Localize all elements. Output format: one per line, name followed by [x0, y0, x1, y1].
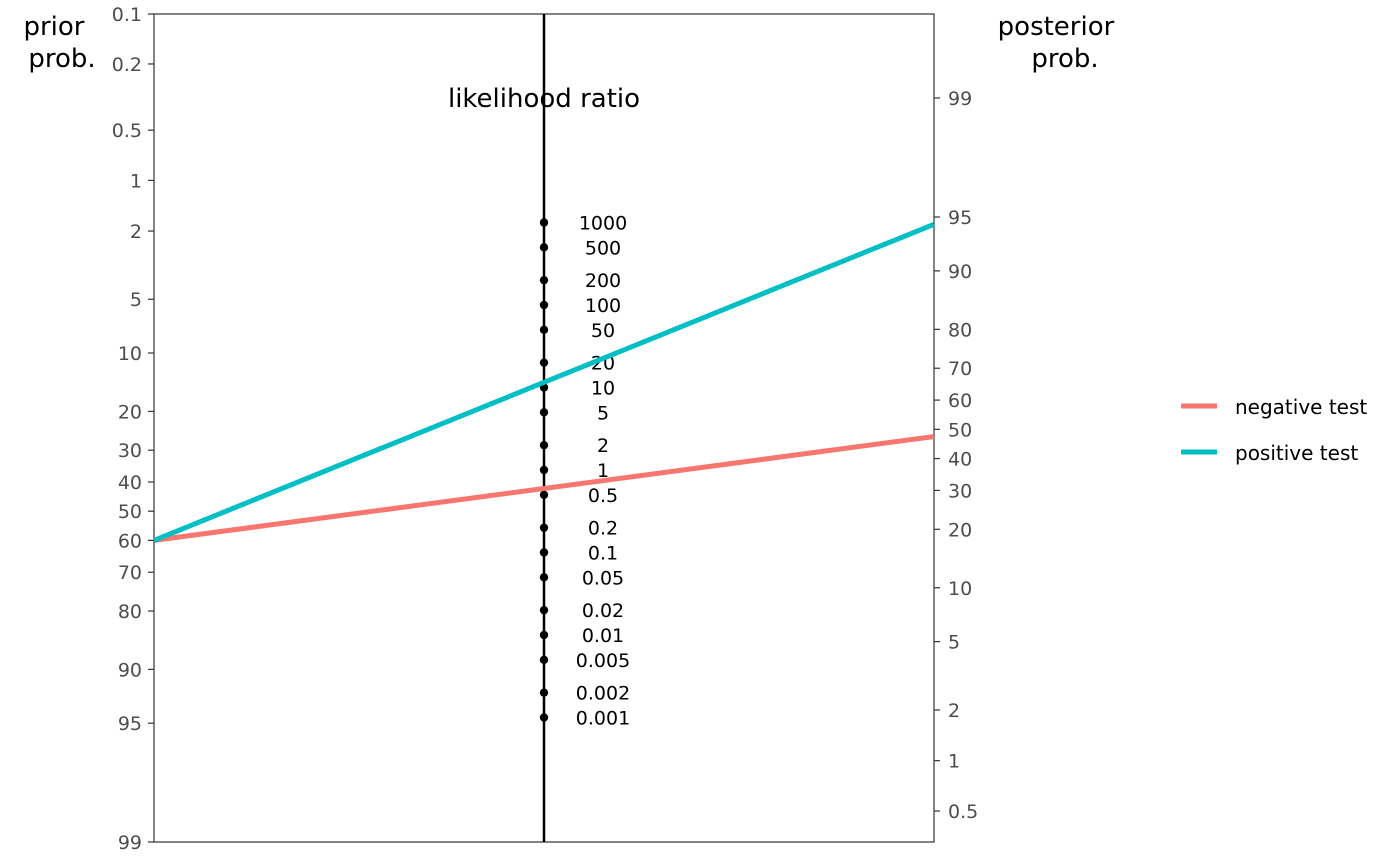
right-tick-label-20: 20 — [948, 519, 972, 541]
left-tick-label-5: 5 — [130, 289, 142, 311]
left-axis-title-line2: prob. — [28, 44, 95, 74]
lr-label-0p02: 0.02 — [582, 600, 624, 622]
right-tick-label-5: 5 — [948, 632, 960, 654]
left-tick-label-60: 60 — [118, 530, 142, 552]
likelihood-ratio-axis: 10005002001005020105210.50.20.10.050.020… — [539, 213, 630, 730]
left-tick-label-2: 2 — [130, 221, 142, 243]
left-tick-label-95: 95 — [118, 713, 142, 735]
lr-label-0p1: 0.1 — [588, 543, 618, 565]
lr-point-5 — [539, 408, 549, 417]
lr-point-500 — [539, 243, 549, 252]
right-tick-label-60: 60 — [948, 390, 972, 412]
right-tick-label-90: 90 — [948, 261, 972, 283]
series-lines — [153, 221, 935, 543]
lr-label-50: 50 — [591, 320, 615, 342]
right-tick-label-99: 99 — [948, 88, 972, 110]
right-tick-label-2: 2 — [948, 700, 960, 722]
lr-label-100: 100 — [585, 295, 621, 317]
lr-point-0p02 — [539, 605, 549, 615]
series-line-negative-test — [153, 434, 935, 543]
left-tick-label-40: 40 — [118, 472, 142, 494]
lr-label-0p2: 0.2 — [588, 518, 618, 540]
lr-point-0p1 — [539, 548, 549, 557]
right-tick-label-40: 40 — [948, 449, 972, 471]
lr-point-50 — [539, 325, 549, 335]
left-axis-title-line1: prior — [23, 12, 84, 42]
right-tick-label-1: 1 — [948, 751, 960, 773]
lr-label-0p05: 0.05 — [582, 567, 624, 589]
lr-point-0p5 — [539, 490, 549, 500]
right-tick-label-30: 30 — [948, 480, 972, 502]
series-line-positive-test — [153, 221, 935, 543]
left-tick-label-90: 90 — [118, 659, 142, 681]
left-tick-label-30: 30 — [118, 440, 142, 462]
lr-point-0p05 — [539, 573, 549, 582]
left-tick-label-50: 50 — [118, 501, 142, 523]
lr-label-500: 500 — [585, 237, 621, 259]
lr-point-200 — [539, 275, 549, 285]
lr-label-1: 1 — [597, 460, 609, 482]
left-tick-label-0p2: 0.2 — [112, 54, 142, 76]
left-axis: 0.1 0.2 0.5 1 2 5 10 20 30 40 50 60 70 80 90 95 99 — [112, 4, 154, 854]
lr-point-20 — [539, 358, 549, 367]
left-tick-label-0p5: 0.5 — [112, 120, 142, 142]
right-axis-title-line1: posterior — [998, 12, 1115, 42]
lr-point-0p001 — [539, 713, 549, 722]
lr-point-1 — [539, 465, 549, 475]
right-tick-label-95: 95 — [948, 207, 972, 229]
lr-point-100 — [539, 300, 549, 310]
lr-label-0p005: 0.005 — [576, 650, 630, 672]
lr-point-0p002 — [539, 688, 549, 697]
lr-point-2 — [539, 440, 549, 450]
right-axis-title-line2: prob. — [1031, 44, 1098, 74]
lr-label-1000: 1000 — [579, 213, 627, 235]
left-tick-label-80: 80 — [118, 601, 142, 623]
right-tick-label-80: 80 — [948, 319, 972, 341]
legend-label-negative-test: negative test — [1235, 395, 1367, 419]
left-tick-label-1: 1 — [130, 170, 142, 192]
lr-point-1000 — [539, 218, 549, 227]
left-tick-label-70: 70 — [118, 562, 142, 584]
lr-label-0p001: 0.001 — [576, 708, 630, 730]
left-tick-label-10: 10 — [118, 343, 142, 365]
right-tick-label-0p5: 0.5 — [948, 801, 978, 823]
left-tick-label-0p1: 0.1 — [112, 4, 142, 26]
right-tick-label-70: 70 — [948, 358, 972, 380]
right-tick-label-50: 50 — [948, 419, 972, 441]
lr-label-0p002: 0.002 — [576, 683, 630, 705]
lr-label-0p5: 0.5 — [588, 485, 618, 507]
lr-point-0p005 — [539, 655, 549, 665]
lr-point-0p2 — [539, 523, 549, 532]
right-tick-label-10: 10 — [948, 578, 972, 600]
left-tick-label-20: 20 — [118, 401, 142, 423]
lr-label-5: 5 — [597, 402, 609, 424]
right-axis: 99 95 90 80 70 60 50 40 30 20 10 5 2 1 0.5 — [934, 88, 978, 823]
lr-label-0p01: 0.01 — [582, 625, 624, 647]
lr-point-0p01 — [539, 630, 549, 640]
lr-label-200: 200 — [585, 270, 621, 292]
lr-label-2: 2 — [597, 435, 609, 457]
left-tick-label-99: 99 — [118, 832, 142, 854]
legend: negative test positive test — [1181, 395, 1367, 465]
legend-label-positive-test: positive test — [1235, 441, 1358, 465]
lr-label-10: 10 — [591, 378, 615, 400]
